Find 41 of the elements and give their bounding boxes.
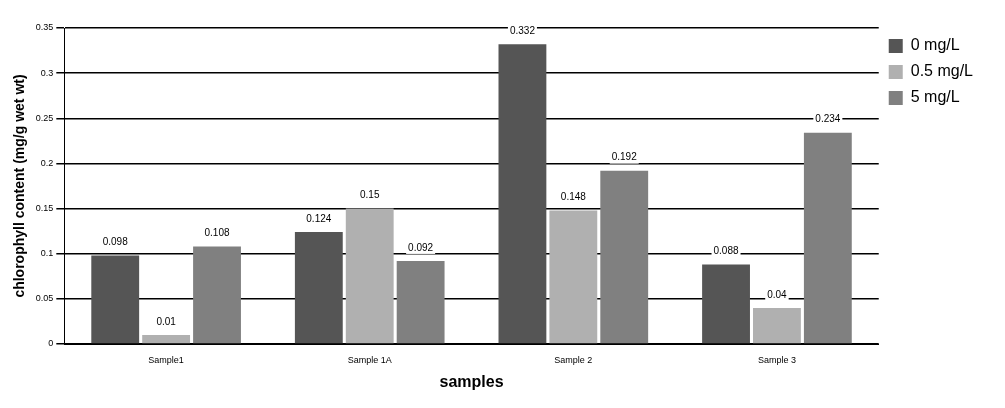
bar xyxy=(142,334,191,344)
y-tick-label: 0.05 xyxy=(35,293,54,304)
bar xyxy=(702,264,750,344)
x-axis-title: samples xyxy=(439,372,504,390)
y-tick-label: 0.2 xyxy=(40,157,54,168)
data-label: 0.148 xyxy=(560,191,587,203)
x-tick-label: Sample 3 xyxy=(757,354,796,365)
bar xyxy=(396,260,445,344)
bar xyxy=(803,132,852,344)
y-tick-label: 0.3 xyxy=(40,67,54,78)
y-tick-label: 0 xyxy=(48,338,54,349)
bar xyxy=(600,170,649,344)
bar xyxy=(193,246,241,344)
data-label: 0.234 xyxy=(815,113,841,125)
data-label: 0.124 xyxy=(306,212,332,224)
legend-label: 0.5 mg/L xyxy=(910,62,974,80)
y-tick-label: 0.25 xyxy=(35,112,54,123)
data-label: 0.04 xyxy=(767,288,788,300)
data-label: 0.332 xyxy=(509,25,536,36)
data-label: 0.108 xyxy=(204,227,230,239)
y-tick-label: 0.35 xyxy=(35,22,54,33)
data-label: 0.088 xyxy=(713,245,739,257)
y-tick-label: 0.15 xyxy=(35,203,54,214)
bar xyxy=(498,44,547,344)
y-axis-title: chlorophyll content (mg/g wet wt) xyxy=(11,74,28,298)
x-tick-label: Sample1 xyxy=(148,354,184,365)
bar xyxy=(549,210,598,344)
legend-label: 5 mg/L xyxy=(910,88,960,106)
x-tick-label: Sample 2 xyxy=(554,354,593,365)
data-label: 0.192 xyxy=(611,151,638,163)
bar xyxy=(294,232,343,344)
bar xyxy=(345,208,394,344)
data-label: 0.01 xyxy=(156,315,177,327)
data-label: 0.092 xyxy=(408,241,434,253)
y-tick-label: 0.1 xyxy=(40,248,54,259)
bar xyxy=(753,307,801,344)
legend-label: 0 mg/L xyxy=(910,36,960,54)
data-label: 0.098 xyxy=(102,236,129,248)
bar xyxy=(91,255,140,344)
data-label: 0.15 xyxy=(359,189,380,201)
x-tick-label: Sample 1A xyxy=(347,354,392,365)
